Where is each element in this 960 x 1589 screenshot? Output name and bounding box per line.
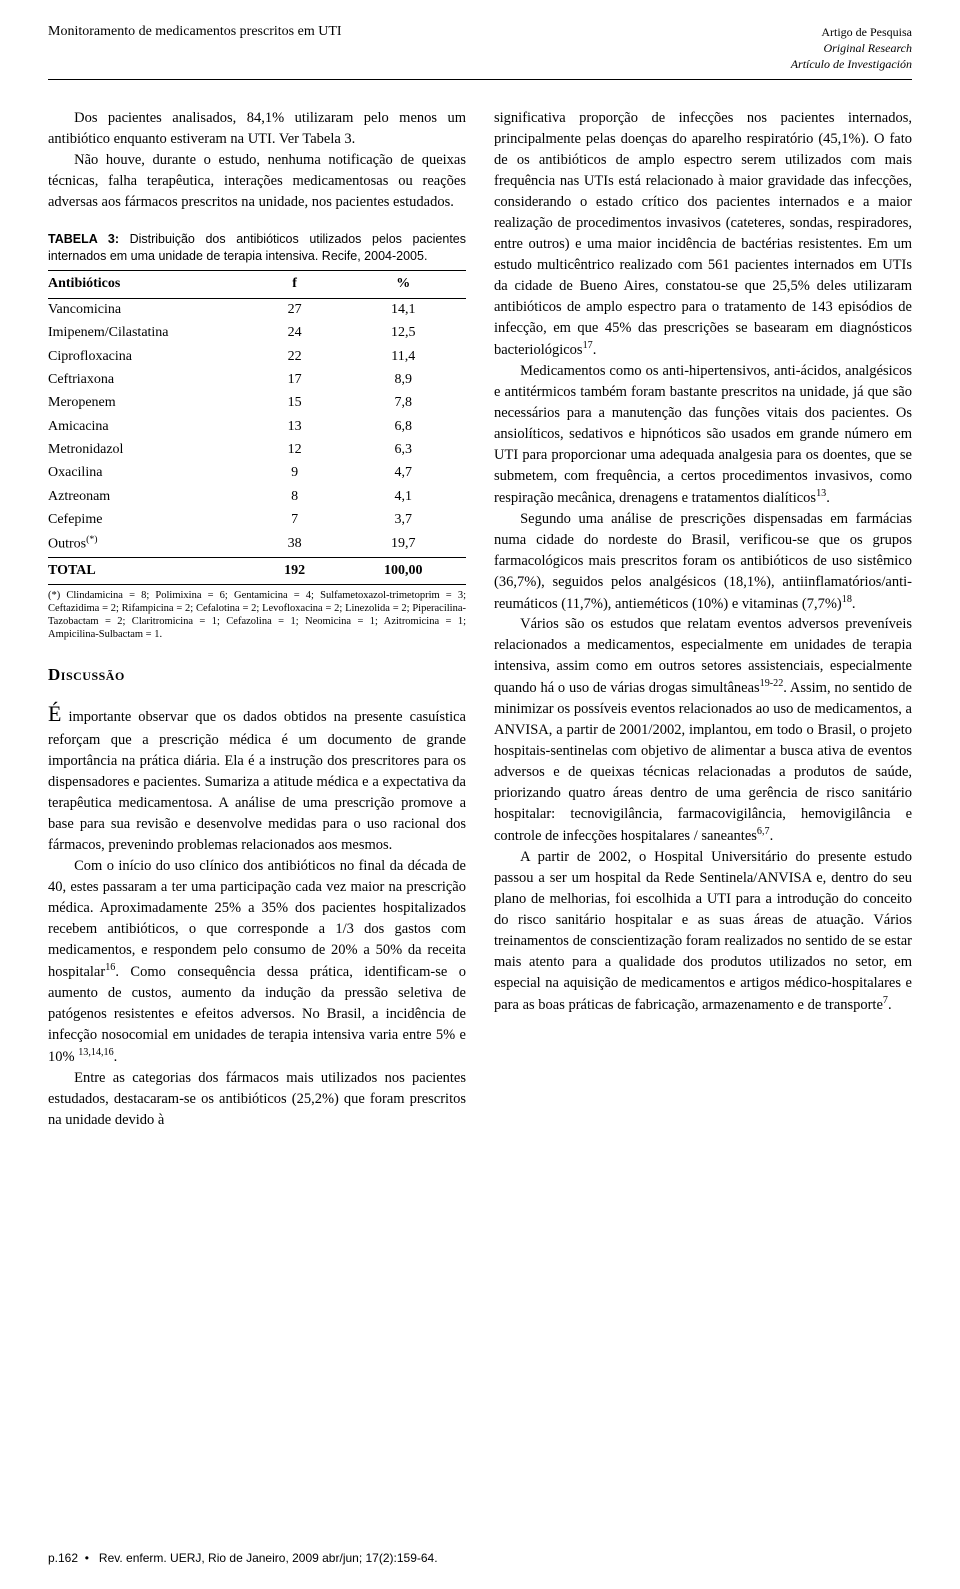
table-row: Meropenem157,8: [48, 392, 466, 415]
table-cell: Ciprofloxacina: [48, 345, 249, 368]
citation-ref: 18: [842, 594, 852, 605]
article-type: Artigo de Pesquisa Original Research Art…: [791, 24, 912, 73]
citation-ref: 6,7: [757, 826, 770, 837]
table-cell: 19,7: [341, 532, 466, 557]
table-cell: 8,9: [341, 369, 466, 392]
table-cell: 6,3: [341, 438, 466, 461]
journal-citation: Rev. enferm. UERJ, Rio de Janeiro, 2009 …: [99, 1551, 438, 1565]
table-header-row: Antibióticos f %: [48, 271, 466, 298]
table-cell: TOTAL: [48, 557, 249, 584]
table-cell: 13: [249, 415, 341, 438]
table-row: Aztreonam84,1: [48, 485, 466, 508]
citation-ref: 16: [105, 962, 115, 973]
table-header-cell: f: [249, 271, 341, 298]
table-cell: Cefepime: [48, 508, 249, 531]
table-cell: Amicacina: [48, 415, 249, 438]
paragraph: Vários são os estudos que relatam evento…: [494, 614, 912, 847]
page-header: Monitoramento de medicamentos prescritos…: [48, 24, 912, 80]
citation-ref: 17: [583, 340, 593, 351]
table-cell: 27: [249, 298, 341, 322]
table-cell: 15: [249, 392, 341, 415]
citation-ref: 19-22: [760, 678, 784, 689]
table-cell: Imipenem/Cilastatina: [48, 322, 249, 345]
table-cell: 38: [249, 532, 341, 557]
table-cell: 11,4: [341, 345, 466, 368]
table-cell: 9: [249, 462, 341, 485]
table-caption: TABELA 3: Distribuição dos antibióticos …: [48, 231, 466, 265]
running-title: Monitoramento de medicamentos prescritos…: [48, 24, 342, 40]
table-cell: 100,00: [341, 557, 466, 584]
paragraph: Entre as categorias dos fármacos mais ut…: [48, 1068, 466, 1131]
table-header-cell: %: [341, 271, 466, 298]
table-cell: Ceftriaxona: [48, 369, 249, 392]
table-cell: 192: [249, 557, 341, 584]
paragraph: Segundo uma análise de prescrições dispe…: [494, 509, 912, 615]
table-cell: 4,7: [341, 462, 466, 485]
table-row: Cefepime73,7: [48, 508, 466, 531]
table-row: Vancomicina2714,1: [48, 298, 466, 322]
table-cell: 4,1: [341, 485, 466, 508]
paragraph: significativa proporção de infecções nos…: [494, 108, 912, 361]
table-row: Amicacina136,8: [48, 415, 466, 438]
article-type-es: Artículo de Investigación: [791, 56, 912, 72]
article-type-en: Original Research: [791, 40, 912, 56]
drop-cap: É: [48, 701, 61, 726]
right-column: significativa proporção de infecções nos…: [494, 108, 912, 1131]
table-cell: 22: [249, 345, 341, 368]
citation-ref: 13,14,16: [78, 1047, 113, 1058]
table-row: Ceftriaxona178,9: [48, 369, 466, 392]
paragraph: Com o início do uso clínico dos antibiót…: [48, 856, 466, 1068]
table-cell: 12,5: [341, 322, 466, 345]
antibiotics-table: Antibióticos f % Vancomicina2714,1Imipen…: [48, 270, 466, 585]
table-cell: Meropenem: [48, 392, 249, 415]
table-footnote: (*) Clindamicina = 8; Polimixina = 6; Ge…: [48, 589, 466, 642]
paragraph: Dos pacientes analisados, 84,1% utilizar…: [48, 108, 466, 150]
table-cell: Metronidazol: [48, 438, 249, 461]
two-column-layout: Dos pacientes analisados, 84,1% utilizar…: [48, 108, 912, 1131]
page-footer: p.162 • Rev. enferm. UERJ, Rio de Janeir…: [48, 1551, 438, 1565]
table-header-cell: Antibióticos: [48, 271, 249, 298]
table-cell: 3,7: [341, 508, 466, 531]
table-cell: 24: [249, 322, 341, 345]
table-cell: 7,8: [341, 392, 466, 415]
table-cell: Vancomicina: [48, 298, 249, 322]
citation-ref: 13: [816, 488, 826, 499]
left-column: Dos pacientes analisados, 84,1% utilizar…: [48, 108, 466, 1131]
paragraph: Medicamentos como os anti-hipertensivos,…: [494, 361, 912, 509]
table-cell: 14,1: [341, 298, 466, 322]
table-cell: Aztreonam: [48, 485, 249, 508]
table-label: TABELA 3:: [48, 232, 119, 246]
bullet-sep: •: [85, 1551, 89, 1565]
section-heading: Discussão: [48, 663, 466, 688]
table-cell: 6,8: [341, 415, 466, 438]
paragraph: Não houve, durante o estudo, nenhuma not…: [48, 150, 466, 213]
page-number: p.162: [48, 1551, 78, 1565]
table-row: Ciprofloxacina2211,4: [48, 345, 466, 368]
article-type-pt: Artigo de Pesquisa: [791, 24, 912, 40]
table-cell: 17: [249, 369, 341, 392]
table-cell: Oxacilina: [48, 462, 249, 485]
table-cell: 8: [249, 485, 341, 508]
table-row: Imipenem/Cilastatina2412,5: [48, 322, 466, 345]
paragraph: A partir de 2002, o Hospital Universitár…: [494, 847, 912, 1016]
table-cell: 12: [249, 438, 341, 461]
table-body: Vancomicina2714,1Imipenem/Cilastatina241…: [48, 298, 466, 557]
paragraph: É importante observar que os dados obtid…: [48, 698, 466, 856]
table-cell: 7: [249, 508, 341, 531]
table-total-row: TOTAL 192 100,00: [48, 557, 466, 584]
table-row: Oxacilina94,7: [48, 462, 466, 485]
table-cell: Outros(*): [48, 532, 249, 557]
table-row: Outros(*)3819,7: [48, 532, 466, 557]
table-row: Metronidazol126,3: [48, 438, 466, 461]
